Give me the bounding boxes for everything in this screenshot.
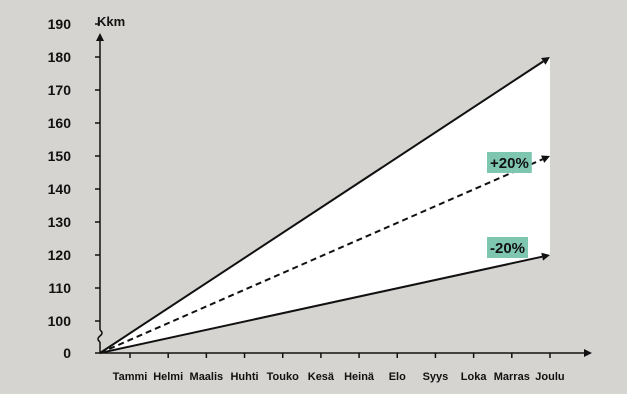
series-arrow: [541, 252, 550, 261]
y-tick-label: 100: [48, 313, 72, 329]
y-axis-arrow: [96, 33, 104, 41]
x-tick-label: Tammi: [113, 371, 148, 383]
y-tick-label: 120: [48, 247, 72, 263]
x-tick-label: Huhti: [230, 371, 258, 383]
minus-20-label-background: [487, 237, 529, 258]
series-line: [99, 158, 544, 354]
x-tick-label: Maalis: [190, 371, 224, 383]
y-axis-break: [97, 329, 103, 343]
x-axis-ticks: Tammi Helmi Maalis Huhti Touko Kesä Heinä Elo Sy…: [113, 353, 565, 383]
x-tick-label: Kesä: [308, 371, 335, 383]
x-axis-arrow: [584, 349, 592, 357]
x-tick-label: Marras: [494, 371, 530, 383]
x-tick-label: Helmi: [153, 371, 183, 383]
y-tick-label: 170: [48, 82, 72, 98]
x-tick-label: Loka: [461, 371, 488, 383]
minus-20-label: -20%: [490, 240, 525, 257]
y-axis-unit-label: Kkm: [97, 14, 125, 29]
x-tick-label: Syys: [423, 371, 449, 383]
y-tick-label: 150: [48, 148, 72, 164]
series-line: [99, 255, 543, 354]
y-tick-label: 190: [48, 16, 72, 32]
y-tick-label: 160: [48, 115, 72, 131]
x-tick-label: Touko: [267, 371, 299, 383]
plus-20-label-background: [487, 152, 532, 173]
axes: [96, 33, 592, 357]
y-tick-label: 110: [48, 280, 71, 296]
y-axis-ticks: 0100110120130140150160170180190200: [48, 16, 100, 361]
series-arrow: [541, 57, 550, 65]
x-tick-label: Elo: [389, 371, 406, 383]
series-lines: [99, 57, 550, 354]
y-tick-label: 140: [48, 181, 72, 197]
series-arrow: [541, 155, 550, 163]
plus-20-label: +20%: [490, 155, 529, 172]
series-line: [99, 60, 544, 354]
x-tick-label: Joulu: [535, 371, 564, 383]
x-tick-label: Heinä: [344, 371, 375, 383]
y-tick-label: 0: [63, 345, 71, 361]
y-tick-label: 180: [48, 49, 72, 65]
y-tick-label: 130: [48, 214, 72, 230]
